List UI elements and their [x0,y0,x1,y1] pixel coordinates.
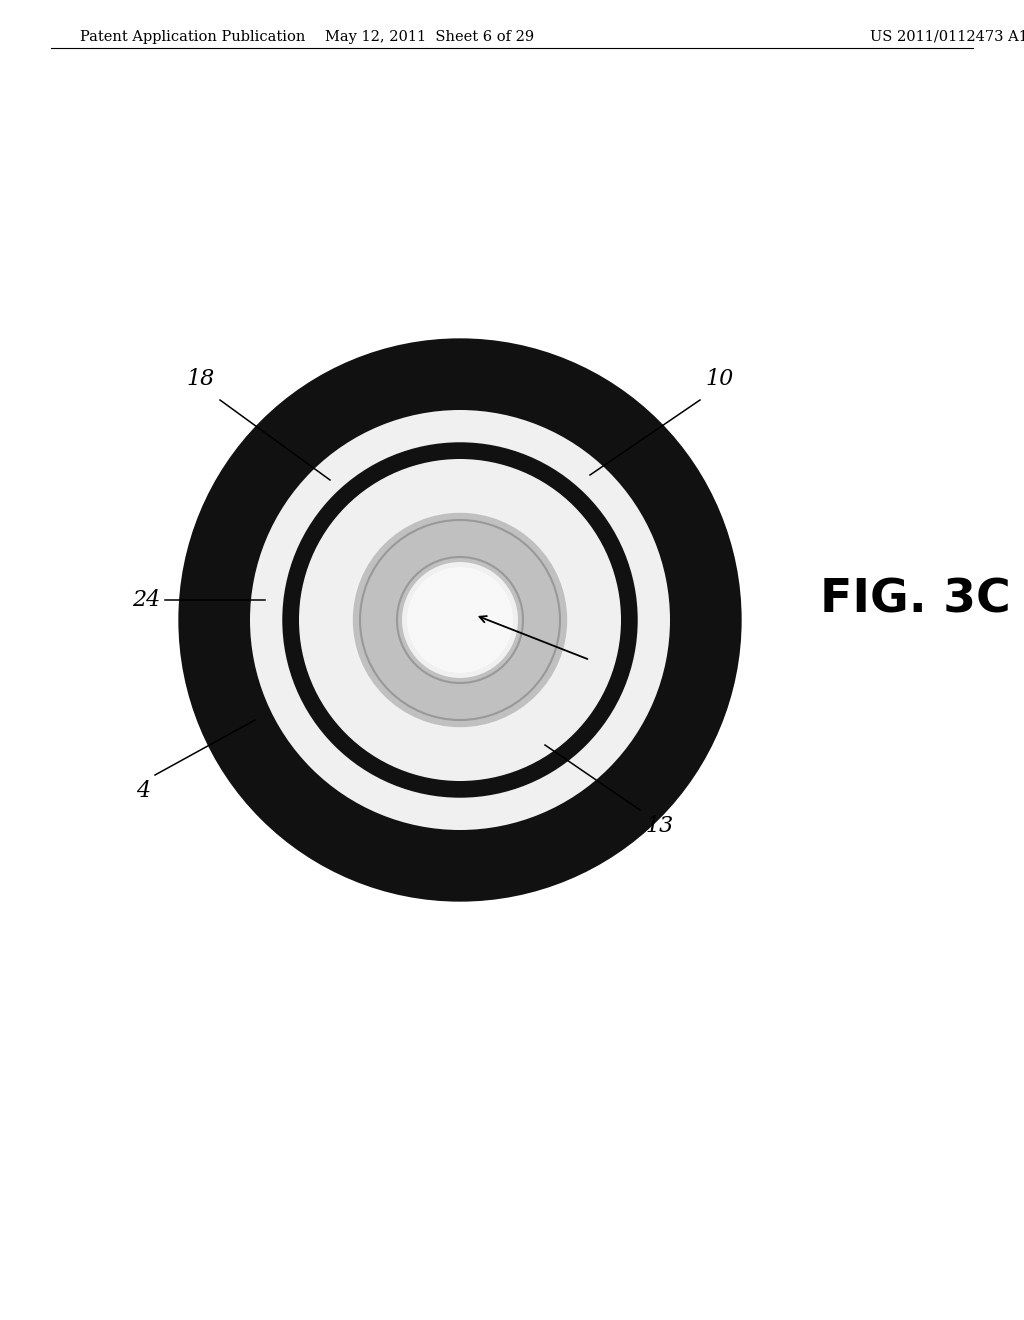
Text: 10: 10 [705,368,733,389]
Text: FIG. 3C: FIG. 3C [820,578,1011,623]
Text: May 12, 2011  Sheet 6 of 29: May 12, 2011 Sheet 6 of 29 [326,30,535,44]
Circle shape [299,459,621,781]
Text: Patent Application Publication: Patent Application Publication [80,30,305,44]
Circle shape [190,350,730,890]
Text: 4: 4 [136,780,150,803]
Text: US 2011/0112473 A1: US 2011/0112473 A1 [870,30,1024,44]
Text: 24: 24 [132,589,160,611]
Text: 13: 13 [645,814,673,837]
Circle shape [407,568,513,673]
Circle shape [402,562,518,678]
Circle shape [250,411,670,830]
Text: 18: 18 [186,368,215,389]
Circle shape [190,350,730,890]
